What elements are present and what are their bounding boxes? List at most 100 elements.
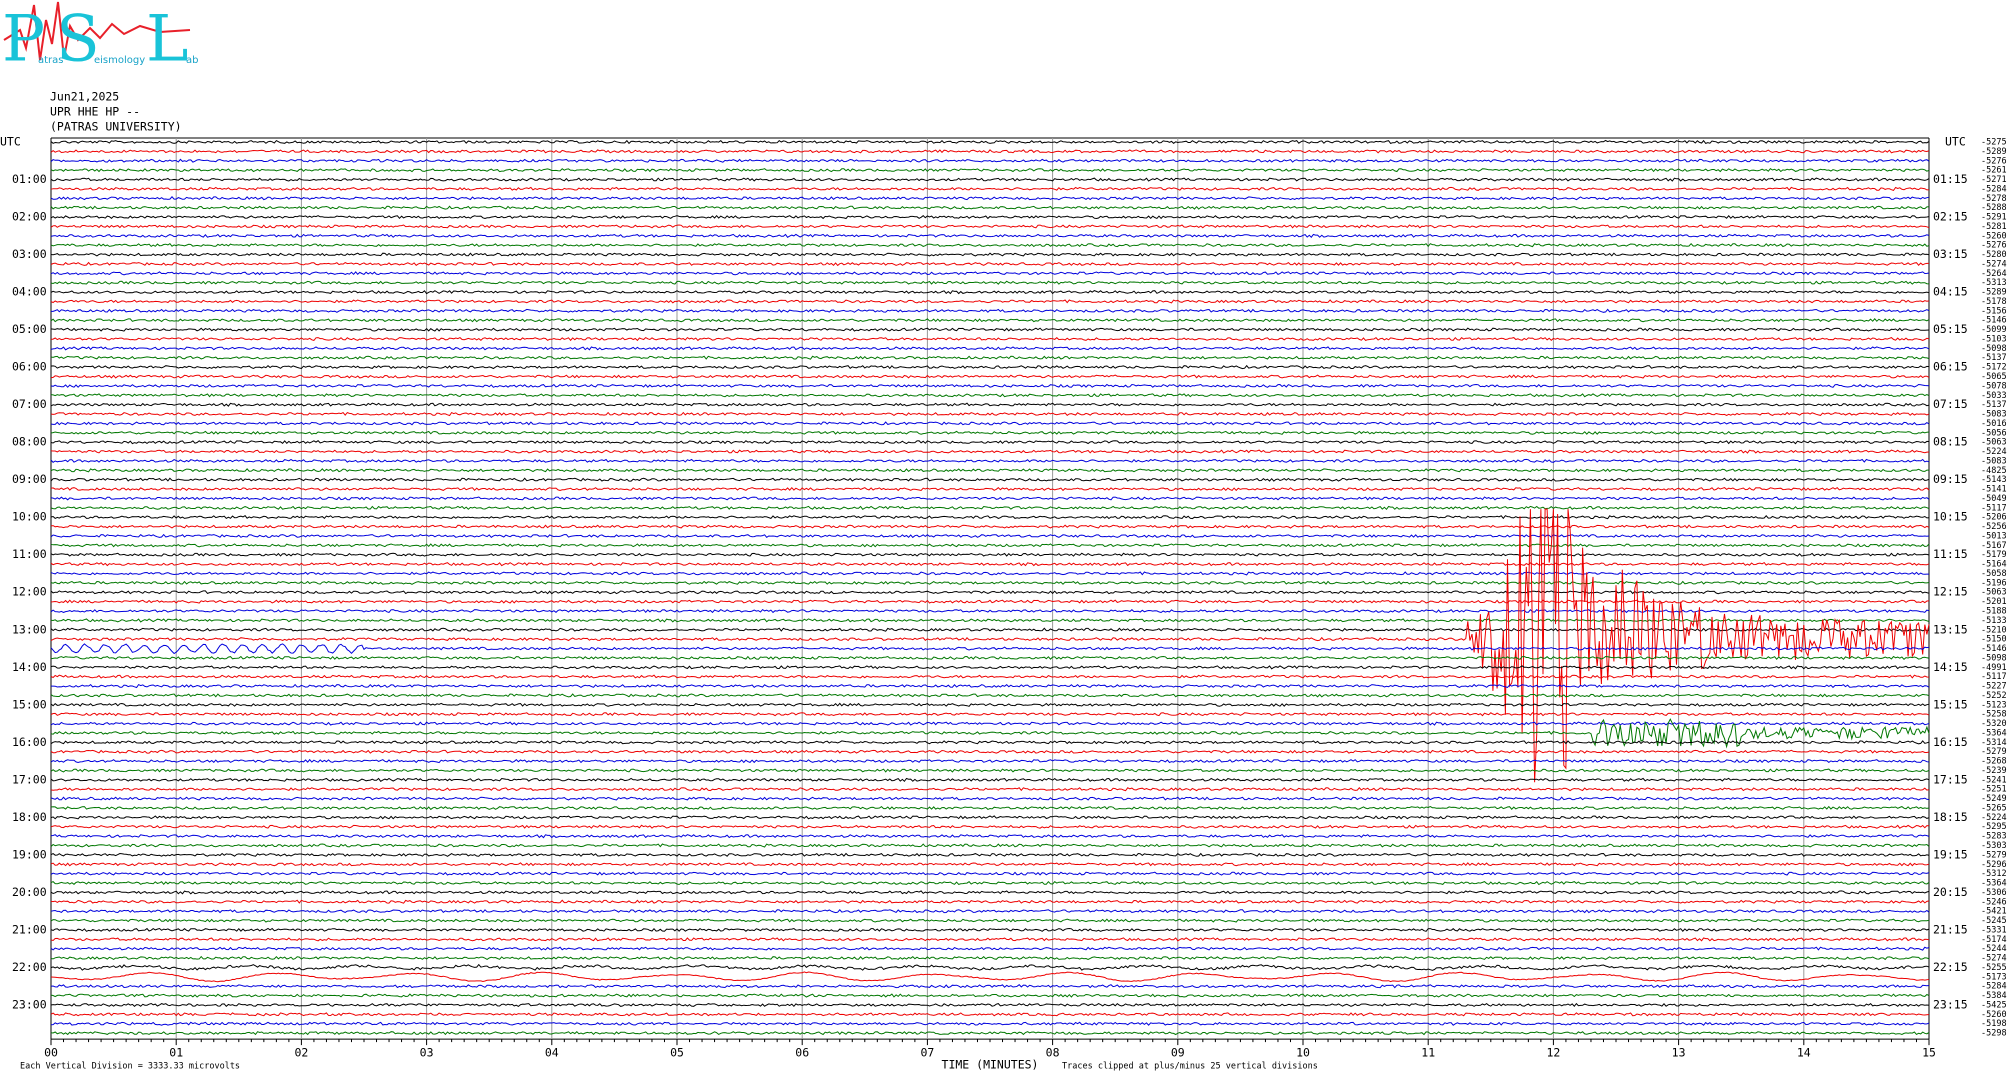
hour-label: 12:15 — [1933, 585, 1968, 599]
trace-offset: -5261 — [1981, 166, 2007, 176]
trace-offset: -5313 — [1981, 278, 2007, 288]
trace — [50, 393, 1930, 398]
trace — [50, 280, 1930, 285]
trace-offset: -5227 — [1981, 682, 2007, 692]
clip-note: Traces clipped at plus/minus 25 vertical… — [1062, 1062, 1318, 1072]
trace-offset: -5244 — [1981, 944, 2007, 954]
trace — [50, 862, 1930, 867]
date: Jun21,2025 — [50, 90, 119, 104]
trace-offset: -5201 — [1981, 597, 2007, 607]
hour-label: 23:15 — [1933, 997, 1968, 1011]
hour-label: 08:00 — [12, 435, 47, 449]
trace — [50, 440, 1930, 445]
trace-offset: -5251 — [1981, 785, 2007, 795]
trace-offset: -5252 — [1981, 691, 2007, 701]
trace — [50, 909, 1930, 914]
hour-label: 06:15 — [1933, 360, 1968, 374]
trace-offset: -5083 — [1981, 410, 2007, 420]
institution: (PATRAS UNIVERSITY) — [50, 120, 182, 134]
trace — [50, 871, 1930, 876]
trace — [50, 355, 1930, 360]
x-tick-label: 10 — [1296, 1046, 1310, 1060]
trace-offset: -5289 — [1981, 288, 2007, 298]
trace — [50, 834, 1930, 839]
trace-offset: -5016 — [1981, 419, 2007, 429]
trace-offset: -5421 — [1981, 907, 2007, 917]
trace — [50, 758, 1930, 764]
trace — [50, 749, 1930, 754]
trace — [50, 618, 1930, 623]
trace-offset: -5178 — [1981, 297, 2007, 307]
trace — [50, 655, 1930, 661]
trace-offset: -5083 — [1981, 456, 2007, 466]
trace-offset: -5281 — [1981, 222, 2007, 232]
trace-offset: -5164 — [1981, 560, 2007, 570]
trace-offset: -5167 — [1981, 541, 2007, 551]
trace — [50, 242, 1930, 248]
trace — [50, 421, 1930, 426]
x-axis-title: TIME (MINUTES) — [942, 1058, 1039, 1072]
trace — [50, 496, 1930, 501]
trace-offset: -5274 — [1981, 954, 2007, 964]
trace — [50, 843, 1930, 848]
trace-offset: -5384 — [1981, 991, 2007, 1001]
hour-label: 11:00 — [12, 547, 47, 561]
trace — [50, 963, 1930, 971]
trace-offset: -5146 — [1981, 316, 2007, 326]
trace — [50, 477, 1930, 482]
trace — [50, 890, 1930, 895]
trace — [50, 139, 1930, 145]
trace-offset: -5258 — [1981, 710, 2007, 720]
x-tick-label: 06 — [795, 1046, 809, 1060]
trace-offset: -5098 — [1981, 653, 2007, 663]
trace-offset: -5150 — [1981, 635, 2007, 645]
hour-label: 02:00 — [12, 210, 47, 224]
trace — [50, 1031, 1930, 1036]
trace-offset: -5098 — [1981, 344, 2007, 354]
hour-label: 01:15 — [1933, 172, 1968, 186]
trace — [50, 543, 1930, 548]
x-tick-label: 08 — [1046, 1046, 1060, 1060]
trace-offset: -5196 — [1981, 578, 2007, 588]
trace — [50, 336, 1930, 342]
traces — [50, 139, 1930, 1036]
trace-offset: -5274 — [1981, 259, 2007, 269]
trace — [50, 205, 1930, 210]
trace-offset: -5364 — [1981, 728, 2007, 738]
trace — [50, 815, 1930, 820]
hour-label: 05:00 — [12, 322, 47, 336]
trace — [50, 533, 1930, 539]
trace — [50, 740, 1930, 745]
trace-offset: -5260 — [1981, 1010, 2007, 1020]
x-tick-label: 07 — [920, 1046, 934, 1060]
trace — [50, 1021, 1930, 1026]
trace-offset: -5298 — [1981, 1029, 2007, 1039]
hour-label: 15:15 — [1933, 697, 1968, 711]
trace — [50, 561, 1930, 567]
trace — [50, 608, 1930, 614]
trace — [50, 1002, 1930, 1008]
hour-label: 10:00 — [12, 510, 47, 524]
trace — [50, 852, 1930, 857]
trace — [50, 580, 1930, 585]
trace-offset: -5063 — [1981, 588, 2007, 598]
station: UPR HHE HP -- — [50, 105, 140, 119]
logo-letter: P — [2, 3, 45, 77]
x-tick-label: 12 — [1546, 1046, 1560, 1060]
trace — [50, 702, 1930, 707]
trace-offset: -5275 — [1981, 138, 2007, 148]
trace-offset: -5284 — [1981, 982, 2007, 992]
x-tick-label: 13 — [1672, 1046, 1686, 1060]
logo: P S L atras eismology ab — [2, 1, 198, 77]
trace-offset: -5117 — [1981, 672, 2007, 682]
right-axis-title: UTC — [1945, 135, 1966, 149]
trace-offset: -4991 — [1981, 663, 2007, 673]
trace-offset: -5065 — [1981, 372, 2007, 382]
trace — [50, 971, 1930, 983]
trace-offset: -5276 — [1981, 156, 2007, 166]
trace — [50, 346, 1930, 351]
trace — [50, 721, 1930, 726]
trace-offset: -5172 — [1981, 363, 2007, 373]
trace — [50, 402, 1930, 407]
hour-label: 03:15 — [1933, 247, 1968, 261]
